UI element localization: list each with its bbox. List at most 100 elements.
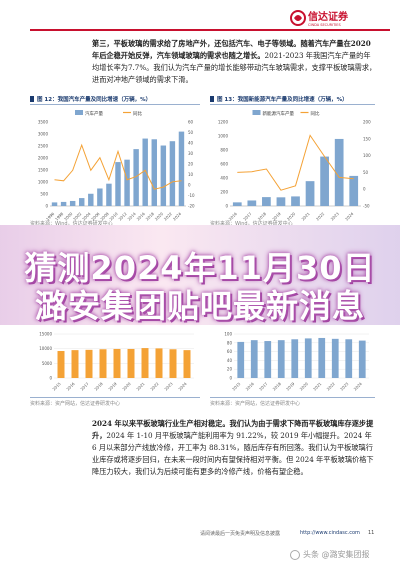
fig12-source: 资料来源：Wind，信达证券研发中心 — [30, 221, 113, 227]
x-tick-label: 2017 — [258, 381, 269, 392]
footer-url[interactable]: http://www.cindasc.com — [300, 530, 360, 536]
bar — [115, 162, 121, 206]
y-tick-label: 100 — [224, 332, 232, 337]
y-tick-right: -50 — [363, 204, 370, 209]
x-tick-label: 2004 — [81, 211, 92, 222]
x-tick-label: 2018 — [272, 381, 283, 392]
chart-bottom-right: 0 20 40 60 80 100 2015 2016 2017 2018 2019 2020 2021… — [224, 332, 369, 392]
paragraph-top-body: 2021-2023 年我国汽车产量的年均增长率为7.7%。我们认为汽车产量的增长… — [92, 51, 377, 84]
y-tick-right: 10 — [188, 172, 194, 177]
y-tick-right: 100 — [363, 153, 371, 158]
bar — [277, 340, 285, 378]
x-tick-label: 2015 — [231, 381, 242, 392]
legend-swatch-bar — [75, 110, 83, 115]
x-tick-label: 2000 — [63, 211, 74, 222]
y-tick-left: 1200 — [218, 120, 229, 125]
bar — [113, 348, 121, 378]
x-tick-label: 2022 — [163, 211, 174, 222]
x-tick-label: 2022 — [149, 381, 160, 392]
bar — [276, 197, 286, 206]
fig13-marker-icon — [210, 96, 214, 102]
x-tick-label: 2002 — [72, 211, 83, 222]
bar — [155, 348, 163, 378]
paragraph-bottom-lead: 2024 年以来平板玻璃行业生产相对稳定。我们认为由于需求下降而平板玻璃库存逐步… — [92, 419, 374, 440]
bar — [127, 348, 135, 378]
x-tick-label: 2021 — [300, 211, 311, 222]
x-tick-label: 2023 — [339, 381, 350, 392]
bar — [51, 202, 58, 206]
bar — [358, 340, 366, 378]
logo-subtext: CINDA SECURITIES — [308, 23, 342, 27]
x-tick-label: 2020 — [154, 211, 165, 222]
y-tick-left: 2000 — [38, 156, 49, 161]
y-tick-label: 60 — [227, 349, 233, 354]
bar — [334, 138, 344, 206]
y-tick-left: 600 — [220, 162, 228, 167]
x-tick-label: 2024 — [353, 381, 364, 392]
bar — [178, 131, 185, 206]
x-tick-label: 2018 — [145, 211, 156, 222]
chart-auto-production: 汽车产量 同比0500100015002000250030003500-20-10… — [38, 110, 195, 222]
bottom-right-rule — [210, 397, 375, 398]
y-tick-right: 20 — [188, 162, 194, 167]
logo-text: 信达证券 — [308, 10, 349, 23]
x-tick-label: 2010 — [108, 211, 119, 222]
y-tick-label: 80 — [227, 340, 233, 345]
x-tick-label: 2020 — [299, 381, 310, 392]
fig12-title-text: 图 12：我国汽车产量及同比增速（万辆，%） — [37, 97, 152, 103]
y-tick-left: 1000 — [38, 180, 49, 185]
y-tick-right: -10 — [188, 193, 195, 198]
x-tick-label: 2019 — [107, 381, 118, 392]
bottom-left-rule — [30, 397, 200, 398]
bar — [60, 201, 67, 206]
brand-logo: 信达证券 CINDA SECURITIES — [290, 8, 390, 28]
page-number: 11 — [368, 530, 375, 536]
y-tick-left: 3000 — [38, 132, 49, 137]
bar — [79, 198, 85, 206]
y-tick-right: 0 — [188, 183, 191, 188]
footer-disclaimer: 请阅读最后一页免责声明及信息披露 — [200, 531, 281, 537]
y-tick-right: 40 — [188, 141, 194, 146]
x-tick-label: 2022 — [326, 381, 337, 392]
bar — [69, 200, 76, 206]
bar — [85, 349, 93, 378]
bar — [160, 145, 167, 206]
paragraph-top: 第三，平板玻璃的需求给了房地产外，还包括汽车、电子等领域。随着汽车产量在2020… — [92, 38, 377, 86]
bottom-right-source: 资料来源：资产网站，信达证券研发中心 — [210, 401, 301, 407]
y-tick-label: 20 — [227, 367, 233, 372]
y-tick-right: 30 — [188, 151, 194, 156]
fig13-title-text: 图 13：我国新能源汽车产量及同比增速（万辆，%） — [217, 97, 348, 103]
x-tick-label: 2016 — [136, 211, 147, 222]
bar — [320, 156, 329, 206]
bar — [304, 338, 312, 378]
paragraph-top-lead: 第三，平板玻璃的需求给了房地产外，还包括汽车、电子等领域。随着汽车产量在2020… — [92, 39, 371, 60]
bar — [106, 183, 112, 206]
x-tick-label: 2020 — [286, 211, 297, 222]
bar — [57, 351, 65, 378]
bar — [247, 200, 257, 206]
x-tick-label: 2024 — [172, 211, 183, 222]
x-tick-label: 2006 — [90, 211, 101, 222]
bar — [97, 188, 103, 206]
chart-legend: 新能源汽车产量 同比 — [252, 110, 320, 117]
x-tick-label: 2024 — [177, 381, 188, 392]
y-tick-left: 400 — [220, 176, 228, 181]
banner-line-1: 猜测2024年11月30日 — [24, 249, 376, 287]
x-tick-label: 2021 — [312, 381, 323, 392]
bar — [124, 159, 130, 206]
fig12-rule — [30, 104, 200, 105]
x-tick-label: 2018 — [257, 211, 268, 222]
y-tick-left: 1000 — [218, 134, 229, 139]
watermark: 头条 @潞安集团报 — [290, 549, 370, 560]
chart-nev-production: 新能源汽车产量 同比 0 200 400 600 800 1000 1200 -50 0 50 100 1… — [218, 110, 371, 222]
x-tick-label: 2019 — [271, 211, 282, 222]
watermark-icon — [290, 549, 300, 560]
y-tick-right: 150 — [363, 136, 371, 141]
y-tick-right: -20 — [188, 204, 195, 209]
bar — [262, 197, 271, 206]
bar — [264, 341, 272, 378]
bar — [345, 339, 353, 378]
y-tick-label: 0 — [49, 376, 52, 381]
x-tick-label: 1998 — [54, 211, 65, 222]
